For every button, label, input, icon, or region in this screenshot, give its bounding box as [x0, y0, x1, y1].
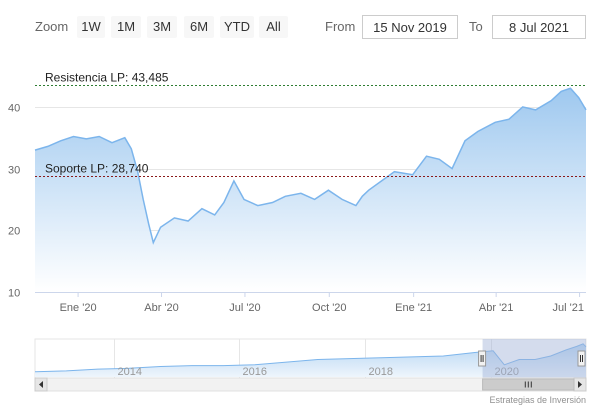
x-axis-tick-labels: Ene '20 Abr '20 Jul '20 Oct '20 Ene '21 Abr '…	[60, 292, 584, 314]
navigator-handles[interactable]	[478, 350, 586, 367]
support-resistance-annotations: Resistencia LP: 43,485 Soporte LP: 28,740	[35, 71, 586, 177]
x-tick-label-0: Ene '20	[60, 302, 97, 314]
y-axis-tick-labels: 10 20 30 40	[8, 103, 20, 300]
y-tick-label-40: 40	[8, 103, 20, 115]
price-series-area	[35, 88, 586, 292]
zoom-all-button[interactable]: All	[259, 16, 288, 38]
annotation-label-0: Resistencia LP: 43,485	[45, 71, 169, 85]
from-label: From	[325, 19, 356, 34]
price-series-line	[34, 87, 587, 245]
to-label: To	[469, 19, 483, 34]
y-tick-label-10: 10	[8, 288, 20, 300]
navigator-selection-mask[interactable]	[482, 339, 586, 378]
scroll-left-arrow-icon	[39, 381, 43, 388]
navigator-year-label-2014: 2014	[118, 366, 142, 378]
navigator-year-labels: 2014 2016 2018 2020	[118, 366, 519, 378]
zoom-3m-button[interactable]: 3M	[147, 16, 177, 38]
zoom-1m-button[interactable]: 1M	[111, 16, 141, 38]
x-tick-label-4: Ene '21	[395, 302, 432, 314]
navigator-year-label-2020: 2020	[495, 366, 519, 378]
navigator-handle-left	[478, 350, 487, 367]
y-tick-label-30: 30	[8, 165, 20, 177]
navigator-year-label-2016: 2016	[243, 366, 267, 378]
x-tick-label-6: Jul '21	[553, 302, 584, 314]
zoom-1w-button[interactable]: 1W	[77, 16, 105, 38]
x-tick-label-5: Abr '21	[479, 302, 514, 314]
zoom-6m-button[interactable]: 6M	[184, 16, 214, 38]
scrollbar-grip-icon	[524, 381, 532, 388]
annotation-label-1: Soporte LP: 28,740	[45, 162, 149, 176]
from-date-input[interactable]: 15 Nov 2019	[362, 15, 458, 39]
navigator-handle-right	[577, 350, 586, 367]
scroll-right-arrow-icon	[578, 381, 582, 388]
y-tick-label-20: 20	[8, 226, 20, 238]
to-date-input[interactable]: 8 Jul 2021	[492, 15, 586, 39]
x-tick-label-1: Abr '20	[144, 302, 179, 314]
navigator-series-line	[34, 343, 587, 373]
credits-label: Estrategias de Inversión	[489, 395, 586, 405]
zoom-ytd-button[interactable]: YTD	[220, 16, 254, 38]
navigator[interactable]: 2014 2016 2018 2020	[34, 338, 587, 379]
navigator-year-label-2018: 2018	[369, 366, 393, 378]
navigator-scrollbar[interactable]	[34, 377, 587, 392]
x-tick-label-2: Jul '20	[229, 302, 260, 314]
zoom-label: Zoom	[35, 19, 69, 34]
x-tick-label-3: Oct '20	[312, 302, 347, 314]
